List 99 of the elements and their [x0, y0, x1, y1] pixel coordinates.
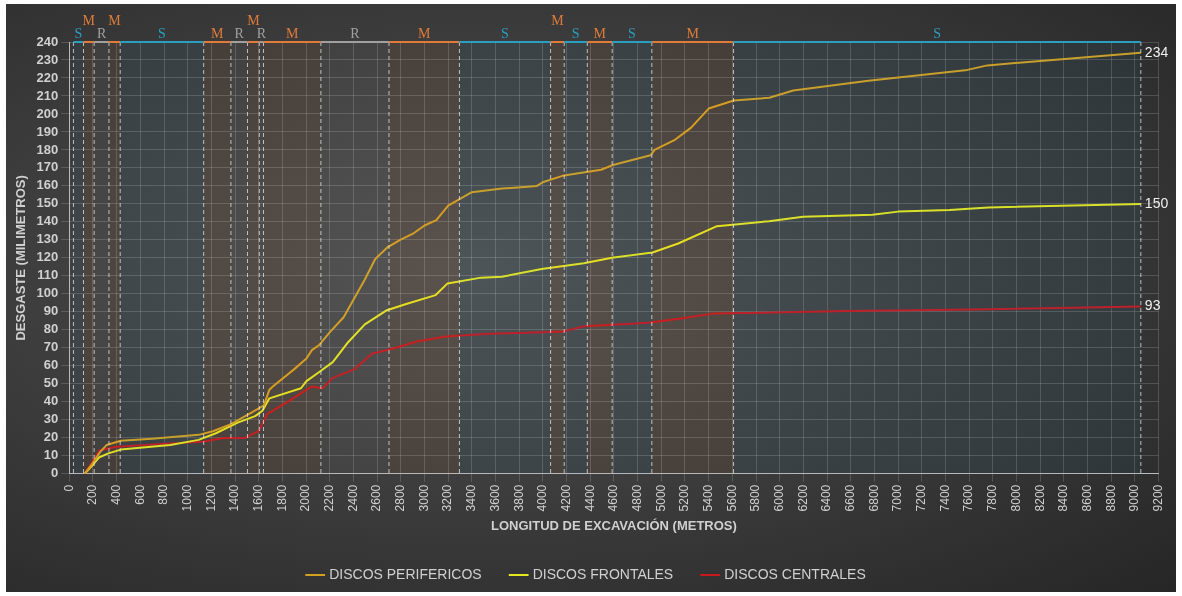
- y-tick-label: 130: [36, 231, 59, 247]
- band-label: R: [96, 25, 107, 41]
- data-label: 93: [1144, 297, 1161, 314]
- band-label: M: [211, 25, 225, 41]
- x-tick-label: 3200: [440, 484, 455, 512]
- x-tick-label: 9200: [1150, 484, 1165, 512]
- y-tick-label: 10: [43, 447, 59, 463]
- x-tick-label: 6200: [795, 484, 810, 512]
- x-tick-label: 8000: [1008, 484, 1023, 512]
- x-tick-label: 5000: [653, 484, 668, 512]
- x-tick-label: 7600: [961, 484, 976, 512]
- legend-label: DISCOS FRONTALES: [532, 565, 674, 582]
- x-tick-label: 5400: [700, 484, 715, 512]
- band-label: S: [74, 25, 83, 41]
- x-tick-label: 5200: [677, 484, 692, 512]
- y-tick-label: 230: [36, 51, 59, 67]
- band-label: M: [82, 12, 96, 28]
- y-tick-label: 200: [36, 105, 59, 121]
- x-tick-label: 6800: [866, 484, 881, 512]
- y-tick-label: 30: [43, 411, 59, 427]
- y-axis-title: DESGASTE (MILIMETROS): [13, 175, 29, 341]
- y-tick-label: 90: [43, 303, 59, 319]
- band-label: M: [686, 25, 700, 41]
- x-tick-label: 8800: [1103, 484, 1118, 512]
- x-tick-label: 6600: [843, 484, 858, 512]
- y-tick-label: 60: [43, 357, 59, 373]
- x-tick-label: 3600: [487, 484, 502, 512]
- x-tick-label: 600: [132, 484, 147, 505]
- legend-label: DISCOS PERIFERICOS: [329, 565, 482, 582]
- band-label: R: [350, 25, 361, 41]
- x-tick-label: 7000: [890, 484, 905, 512]
- x-tick-label: 1000: [180, 484, 195, 512]
- y-tick-label: 150: [36, 195, 59, 211]
- x-tick-label: 8400: [1056, 484, 1071, 512]
- x-tick-label: 8600: [1079, 484, 1094, 512]
- y-tick-label: 70: [43, 339, 59, 355]
- y-tick-label: 210: [36, 87, 59, 103]
- x-tick-label: 3800: [511, 484, 526, 512]
- x-tick-label: 2200: [322, 484, 337, 512]
- x-tick-label: 2800: [393, 484, 408, 512]
- x-tick-label: 8200: [1032, 484, 1047, 512]
- band-label: S: [158, 25, 166, 41]
- band-label: S: [628, 25, 636, 41]
- x-tick-label: 2600: [369, 484, 384, 512]
- band-label: R: [234, 25, 245, 41]
- band-label: M: [593, 25, 607, 41]
- band-label: M: [551, 12, 565, 28]
- x-tick-label: 7400: [937, 484, 952, 512]
- y-tick-label: 50: [43, 375, 59, 391]
- y-tick-label: 120: [36, 249, 59, 265]
- x-tick-label: 5600: [724, 484, 739, 512]
- y-tick-label: 0: [51, 465, 59, 481]
- band-label: M: [108, 12, 122, 28]
- x-axis-title: LONGITUD DE EXCAVACIÓN (METROS): [491, 517, 737, 533]
- x-tick-label: 5800: [748, 484, 763, 512]
- x-tick-label: 4400: [582, 484, 597, 512]
- x-tick-label: 4800: [629, 484, 644, 512]
- x-tick-label: 2000: [298, 484, 313, 512]
- band-label: R: [256, 25, 267, 41]
- x-tick-label: 400: [108, 484, 123, 505]
- x-tick-label: 0: [61, 484, 76, 492]
- x-tick-label: 1200: [203, 484, 218, 512]
- band-label: S: [571, 25, 580, 41]
- x-tick-label: 1600: [251, 484, 266, 512]
- y-tick-label: 220: [36, 69, 59, 85]
- legend-label: DISCOS CENTRALES: [724, 565, 866, 582]
- band-label: S: [501, 25, 509, 41]
- x-tick-label: 4200: [558, 484, 573, 512]
- x-tick-label: 2400: [345, 484, 360, 512]
- x-tick-label: 6000: [772, 484, 787, 512]
- x-tick-label: 7200: [914, 484, 929, 512]
- data-label: 234: [1144, 43, 1169, 60]
- y-tick-label: 240: [36, 33, 59, 49]
- y-tick-label: 170: [36, 159, 59, 175]
- x-tick-label: 1800: [274, 484, 289, 512]
- x-tick-label: 1400: [227, 484, 242, 512]
- band-label: S: [933, 25, 942, 41]
- data-label: 150: [1144, 194, 1169, 211]
- y-tick-label: 110: [37, 267, 59, 283]
- x-tick-label: 4000: [535, 484, 550, 512]
- x-tick-label: 4600: [606, 484, 621, 512]
- x-tick-label: 200: [85, 484, 100, 505]
- y-tick-label: 100: [36, 285, 59, 301]
- y-tick-label: 160: [36, 177, 59, 193]
- band-label: M: [285, 25, 299, 41]
- band-label: M: [417, 25, 431, 41]
- y-tick-label: 190: [36, 123, 59, 139]
- x-tick-label: 3000: [416, 484, 431, 512]
- y-tick-label: 80: [43, 321, 59, 337]
- x-tick-label: 3400: [464, 484, 479, 512]
- y-tick-label: 20: [43, 429, 59, 445]
- x-tick-label: 6400: [819, 484, 834, 512]
- band-label: M: [247, 12, 261, 28]
- x-tick-label: 7800: [985, 484, 1000, 512]
- y-tick-label: 140: [36, 213, 59, 229]
- y-tick-label: 180: [36, 141, 59, 157]
- x-tick-label: 9000: [1127, 484, 1142, 512]
- y-tick-label: 40: [43, 393, 59, 409]
- x-tick-label: 800: [156, 484, 171, 505]
